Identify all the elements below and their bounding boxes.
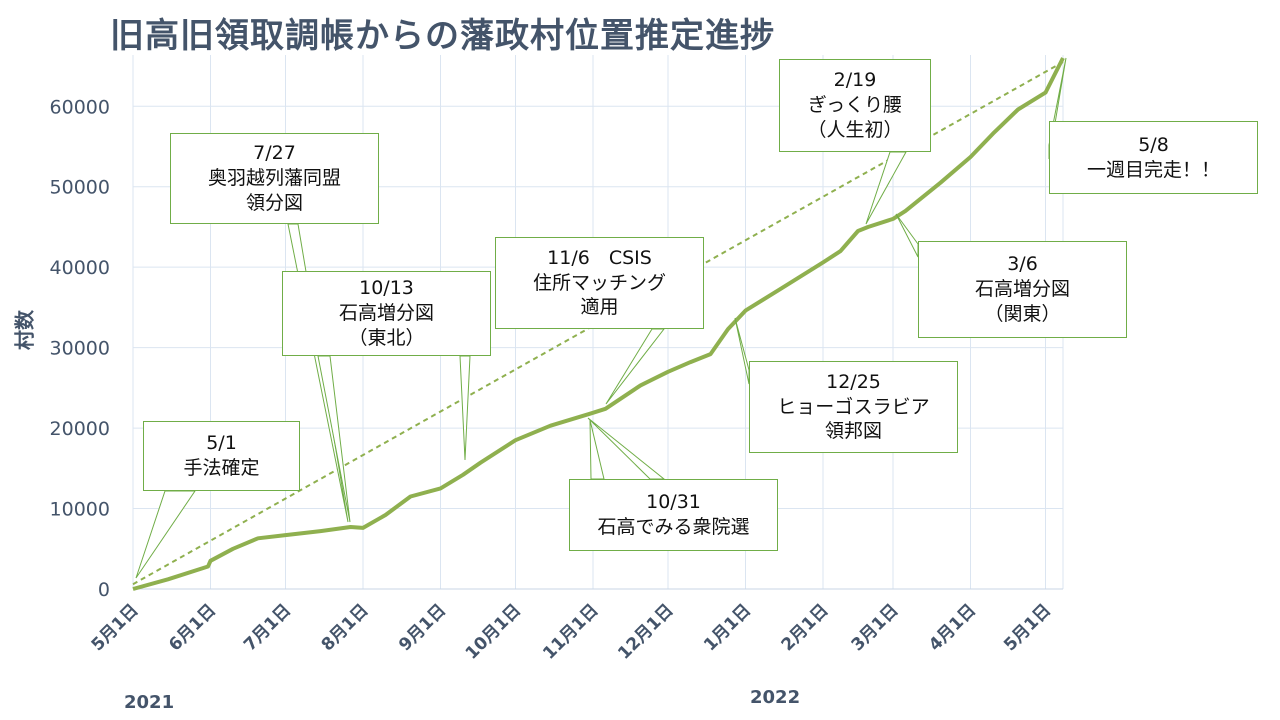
annotation-1-line-2: 領分図	[245, 191, 303, 214]
y-axis-label: 村数	[8, 300, 38, 360]
y-axis-label-text: 村数	[12, 310, 37, 350]
annotation-6: 2/19 ぎっくり腰 （人生初）	[779, 59, 931, 152]
annotation-1-line-1: 奥羽越列藩同盟	[207, 167, 341, 190]
annotation-4: 10/31 石高でみる衆院選	[569, 479, 778, 551]
callout-pointer	[135, 490, 196, 579]
annotation-5-line-0: 12/25	[826, 370, 881, 393]
annotation-2: 10/13 石高増分図 （東北）	[282, 271, 491, 356]
annotation-7-line-1: 石高増分図	[974, 278, 1070, 301]
annotation-5-line-1: ヒョーゴスラビア	[777, 395, 930, 418]
callout-pointer	[865, 151, 907, 225]
annotation-3-line-2: 適用	[580, 296, 619, 319]
annotation-0: 5/1 手法確定	[143, 421, 300, 491]
x-tick-label: 11月1日	[539, 600, 602, 663]
annotation-2-line-0: 10/13	[359, 277, 414, 300]
y-tick-label: 40000	[50, 257, 110, 279]
annotation-8-line-0: 5/8	[1138, 133, 1169, 156]
y-tick-label: 60000	[50, 96, 110, 118]
annotation-6-line-2: （人生初）	[807, 118, 903, 141]
progress-line	[132, 57, 1065, 591]
annotation-6-line-1: ぎっくり腰	[807, 94, 903, 117]
x-tick-label: 2月1日	[778, 600, 833, 655]
callout-pointer	[459, 355, 471, 461]
x-tick-label: 5月1日	[1000, 600, 1055, 655]
x-tick-label: 7月1日	[240, 600, 295, 655]
annotation-3-line-1: 住所マッチング	[532, 271, 666, 294]
annotation-1-line-0: 7/27	[253, 142, 296, 165]
y-tick-label: 30000	[50, 338, 110, 360]
x-tick-label: 5月1日	[88, 600, 143, 655]
chart-title: 旧高旧領取調帳からの藩政村位置推定進捗	[110, 16, 775, 56]
annotation-3: 11/6 CSIS 住所マッチング 適用	[495, 237, 704, 329]
annotation-7-line-2: （関東）	[984, 302, 1061, 325]
annotation-8: 5/8 一週目完走！！	[1049, 121, 1258, 194]
y-tick-label: 50000	[50, 177, 110, 199]
annotation-2-line-1: 石高増分図	[338, 302, 434, 325]
x-tick-label: 9月1日	[395, 600, 450, 655]
year-label-2022: 2022	[750, 687, 801, 708]
callout-pointer	[605, 328, 666, 405]
callout-pointer	[317, 355, 351, 523]
x-tick-label: 3月1日	[848, 600, 903, 655]
annotation-7: 3/6 石高増分図 （関東）	[918, 241, 1127, 338]
annotation-6-line-0: 2/19	[833, 69, 877, 92]
x-tick-label: 1月1日	[700, 600, 755, 655]
callout-pointer	[734, 317, 750, 385]
annotation-4-line-0: 10/31	[646, 491, 701, 514]
x-tick-label: 6月1日	[165, 600, 220, 655]
annotation-8-line-1: 一週目完走！！	[1086, 158, 1220, 181]
annotation-5: 12/25 ヒョーゴスラビア 領邦図	[749, 361, 958, 453]
x-tick-label: 8月1日	[318, 600, 373, 655]
y-tick-label: 20000	[50, 418, 110, 440]
y-tick-label: 10000	[50, 499, 110, 521]
annotation-1: 7/27 奥羽越列藩同盟 領分図	[170, 133, 379, 224]
annotation-5-line-2: 領邦図	[824, 420, 882, 443]
callout-pointer	[895, 213, 919, 258]
annotation-0-line-1: 手法確定	[183, 457, 260, 479]
year-label-2021: 2021	[124, 692, 175, 713]
x-tick-label: 12月1日	[614, 600, 677, 663]
annotation-2-line-2: （東北）	[348, 326, 425, 349]
x-tick-label: 10月1日	[462, 600, 525, 663]
y-tick-label: 0	[98, 579, 110, 601]
annotation-7-line-0: 3/6	[1007, 253, 1038, 276]
annotation-3-line-0: 11/6 CSIS	[547, 246, 652, 269]
x-tick-label: 4月1日	[925, 600, 980, 655]
annotation-0-line-0: 5/1	[206, 432, 237, 455]
annotation-4-line-1: 石高でみる衆院選	[597, 516, 750, 538]
